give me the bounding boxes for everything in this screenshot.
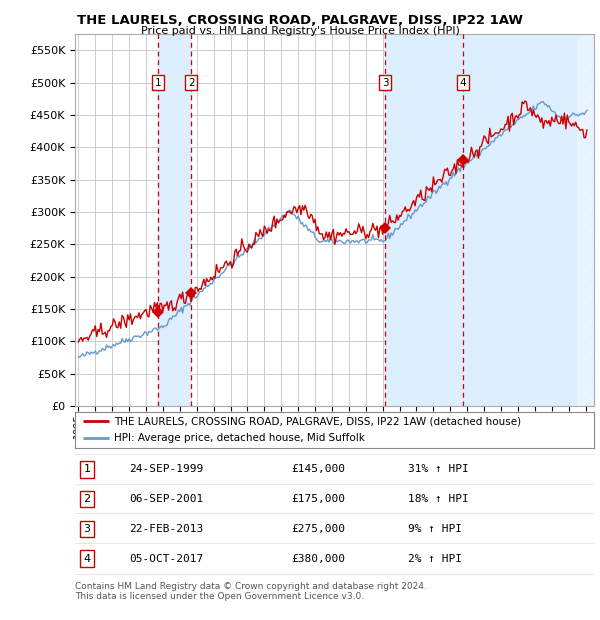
Text: 2: 2 bbox=[83, 494, 91, 504]
Bar bbox=[385, 34, 463, 406]
Text: 24-SEP-1999: 24-SEP-1999 bbox=[129, 464, 203, 474]
Text: 9% ↑ HPI: 9% ↑ HPI bbox=[408, 524, 462, 534]
Text: THE LAURELS, CROSSING ROAD, PALGRAVE, DISS, IP22 1AW (detached house): THE LAURELS, CROSSING ROAD, PALGRAVE, DI… bbox=[114, 417, 521, 427]
Text: 18% ↑ HPI: 18% ↑ HPI bbox=[408, 494, 469, 504]
Text: Contains HM Land Registry data © Crown copyright and database right 2024.
This d: Contains HM Land Registry data © Crown c… bbox=[75, 582, 427, 601]
Text: 2: 2 bbox=[188, 78, 194, 87]
Bar bbox=[463, 34, 594, 406]
Text: 1: 1 bbox=[83, 464, 91, 474]
Text: £275,000: £275,000 bbox=[291, 524, 345, 534]
Text: £380,000: £380,000 bbox=[291, 554, 345, 564]
Text: 4: 4 bbox=[83, 554, 91, 564]
Text: 2% ↑ HPI: 2% ↑ HPI bbox=[408, 554, 462, 564]
Text: 22-FEB-2013: 22-FEB-2013 bbox=[129, 524, 203, 534]
Text: 06-SEP-2001: 06-SEP-2001 bbox=[129, 494, 203, 504]
Text: 1: 1 bbox=[155, 78, 161, 87]
Text: THE LAURELS, CROSSING ROAD, PALGRAVE, DISS, IP22 1AW: THE LAURELS, CROSSING ROAD, PALGRAVE, DI… bbox=[77, 14, 523, 27]
Bar bbox=[577, 34, 594, 406]
Text: 3: 3 bbox=[382, 78, 388, 87]
Text: 3: 3 bbox=[83, 524, 91, 534]
Bar bbox=[158, 34, 191, 406]
Text: Price paid vs. HM Land Registry's House Price Index (HPI): Price paid vs. HM Land Registry's House … bbox=[140, 26, 460, 36]
Text: 31% ↑ HPI: 31% ↑ HPI bbox=[408, 464, 469, 474]
Text: HPI: Average price, detached house, Mid Suffolk: HPI: Average price, detached house, Mid … bbox=[114, 433, 365, 443]
Text: £145,000: £145,000 bbox=[291, 464, 345, 474]
Text: 05-OCT-2017: 05-OCT-2017 bbox=[129, 554, 203, 564]
Text: £175,000: £175,000 bbox=[291, 494, 345, 504]
Text: 4: 4 bbox=[460, 78, 466, 87]
